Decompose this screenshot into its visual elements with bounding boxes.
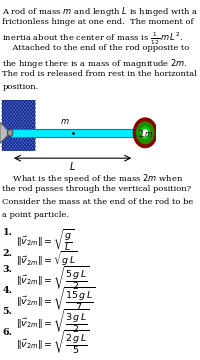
Bar [11,129,134,137]
Text: 2.: 2. [2,249,12,258]
Text: the hinge there is a mass of magnitude $2m$.: the hinge there is a mass of magnitude $… [2,57,188,70]
Text: frictionless hinge at one end.  The moment of: frictionless hinge at one end. The momen… [2,18,194,26]
Circle shape [7,130,13,136]
Text: $2\,m$: $2\,m$ [138,128,153,139]
Text: 5.: 5. [2,307,12,316]
Text: position.: position. [2,83,39,91]
Text: 6.: 6. [2,328,12,337]
Text: The rod is released from rest in the horizontal: The rod is released from rest in the hor… [2,70,197,78]
Circle shape [136,121,155,144]
Text: $\|\vec{v}_{2m}\| = \sqrt{\dfrac{2\,g\,L}{5}}$: $\|\vec{v}_{2m}\| = \sqrt{\dfrac{2\,g\,L… [16,328,89,356]
Text: 1.: 1. [2,228,12,237]
Text: A rod of mass $m$ and length $L$ is hinged with a: A rod of mass $m$ and length $L$ is hing… [2,5,199,18]
Text: 3.: 3. [2,265,12,274]
Text: a point particle.: a point particle. [2,211,69,219]
Polygon shape [0,122,10,144]
Text: Attached to the end of the rod opposite to: Attached to the end of the rod opposite … [2,44,190,52]
Text: $m$: $m$ [60,117,70,126]
Text: What is the speed of the mass $2m$ when: What is the speed of the mass $2m$ when [2,172,184,185]
Text: 4.: 4. [2,286,12,295]
Circle shape [140,126,151,140]
Text: $\|\vec{v}_{2m}\| = \sqrt{\dfrac{3\,g\,L}{2}}$: $\|\vec{v}_{2m}\| = \sqrt{\dfrac{3\,g\,L… [16,307,89,335]
Text: the rod passes through the vertical position?: the rod passes through the vertical posi… [2,185,191,193]
Text: $\|\vec{v}_{2m}\| = \sqrt{g\,L}$: $\|\vec{v}_{2m}\| = \sqrt{g\,L}$ [16,249,78,268]
Bar [2,100,34,150]
Text: $\|\vec{v}_{2m}\| = \sqrt{\dfrac{5\,g\,L}{2}}$: $\|\vec{v}_{2m}\| = \sqrt{\dfrac{5\,g\,L… [16,265,89,292]
Text: $\|\vec{v}_{2m}\| = \sqrt{\dfrac{g}{L}}$: $\|\vec{v}_{2m}\| = \sqrt{\dfrac{g}{L}}$ [16,228,74,253]
Text: Consider the mass at the end of the rod to be: Consider the mass at the end of the rod … [2,198,194,206]
Text: inertia about the center of mass is $\frac{1}{12}\,m\,L^2$.: inertia about the center of mass is $\fr… [2,31,184,48]
Circle shape [142,129,148,137]
Circle shape [133,117,158,148]
Text: $\|\vec{v}_{2m}\| = \sqrt{\dfrac{15\,g\,L}{7}}$: $\|\vec{v}_{2m}\| = \sqrt{\dfrac{15\,g\,… [16,286,96,314]
Text: $L$: $L$ [69,160,76,172]
